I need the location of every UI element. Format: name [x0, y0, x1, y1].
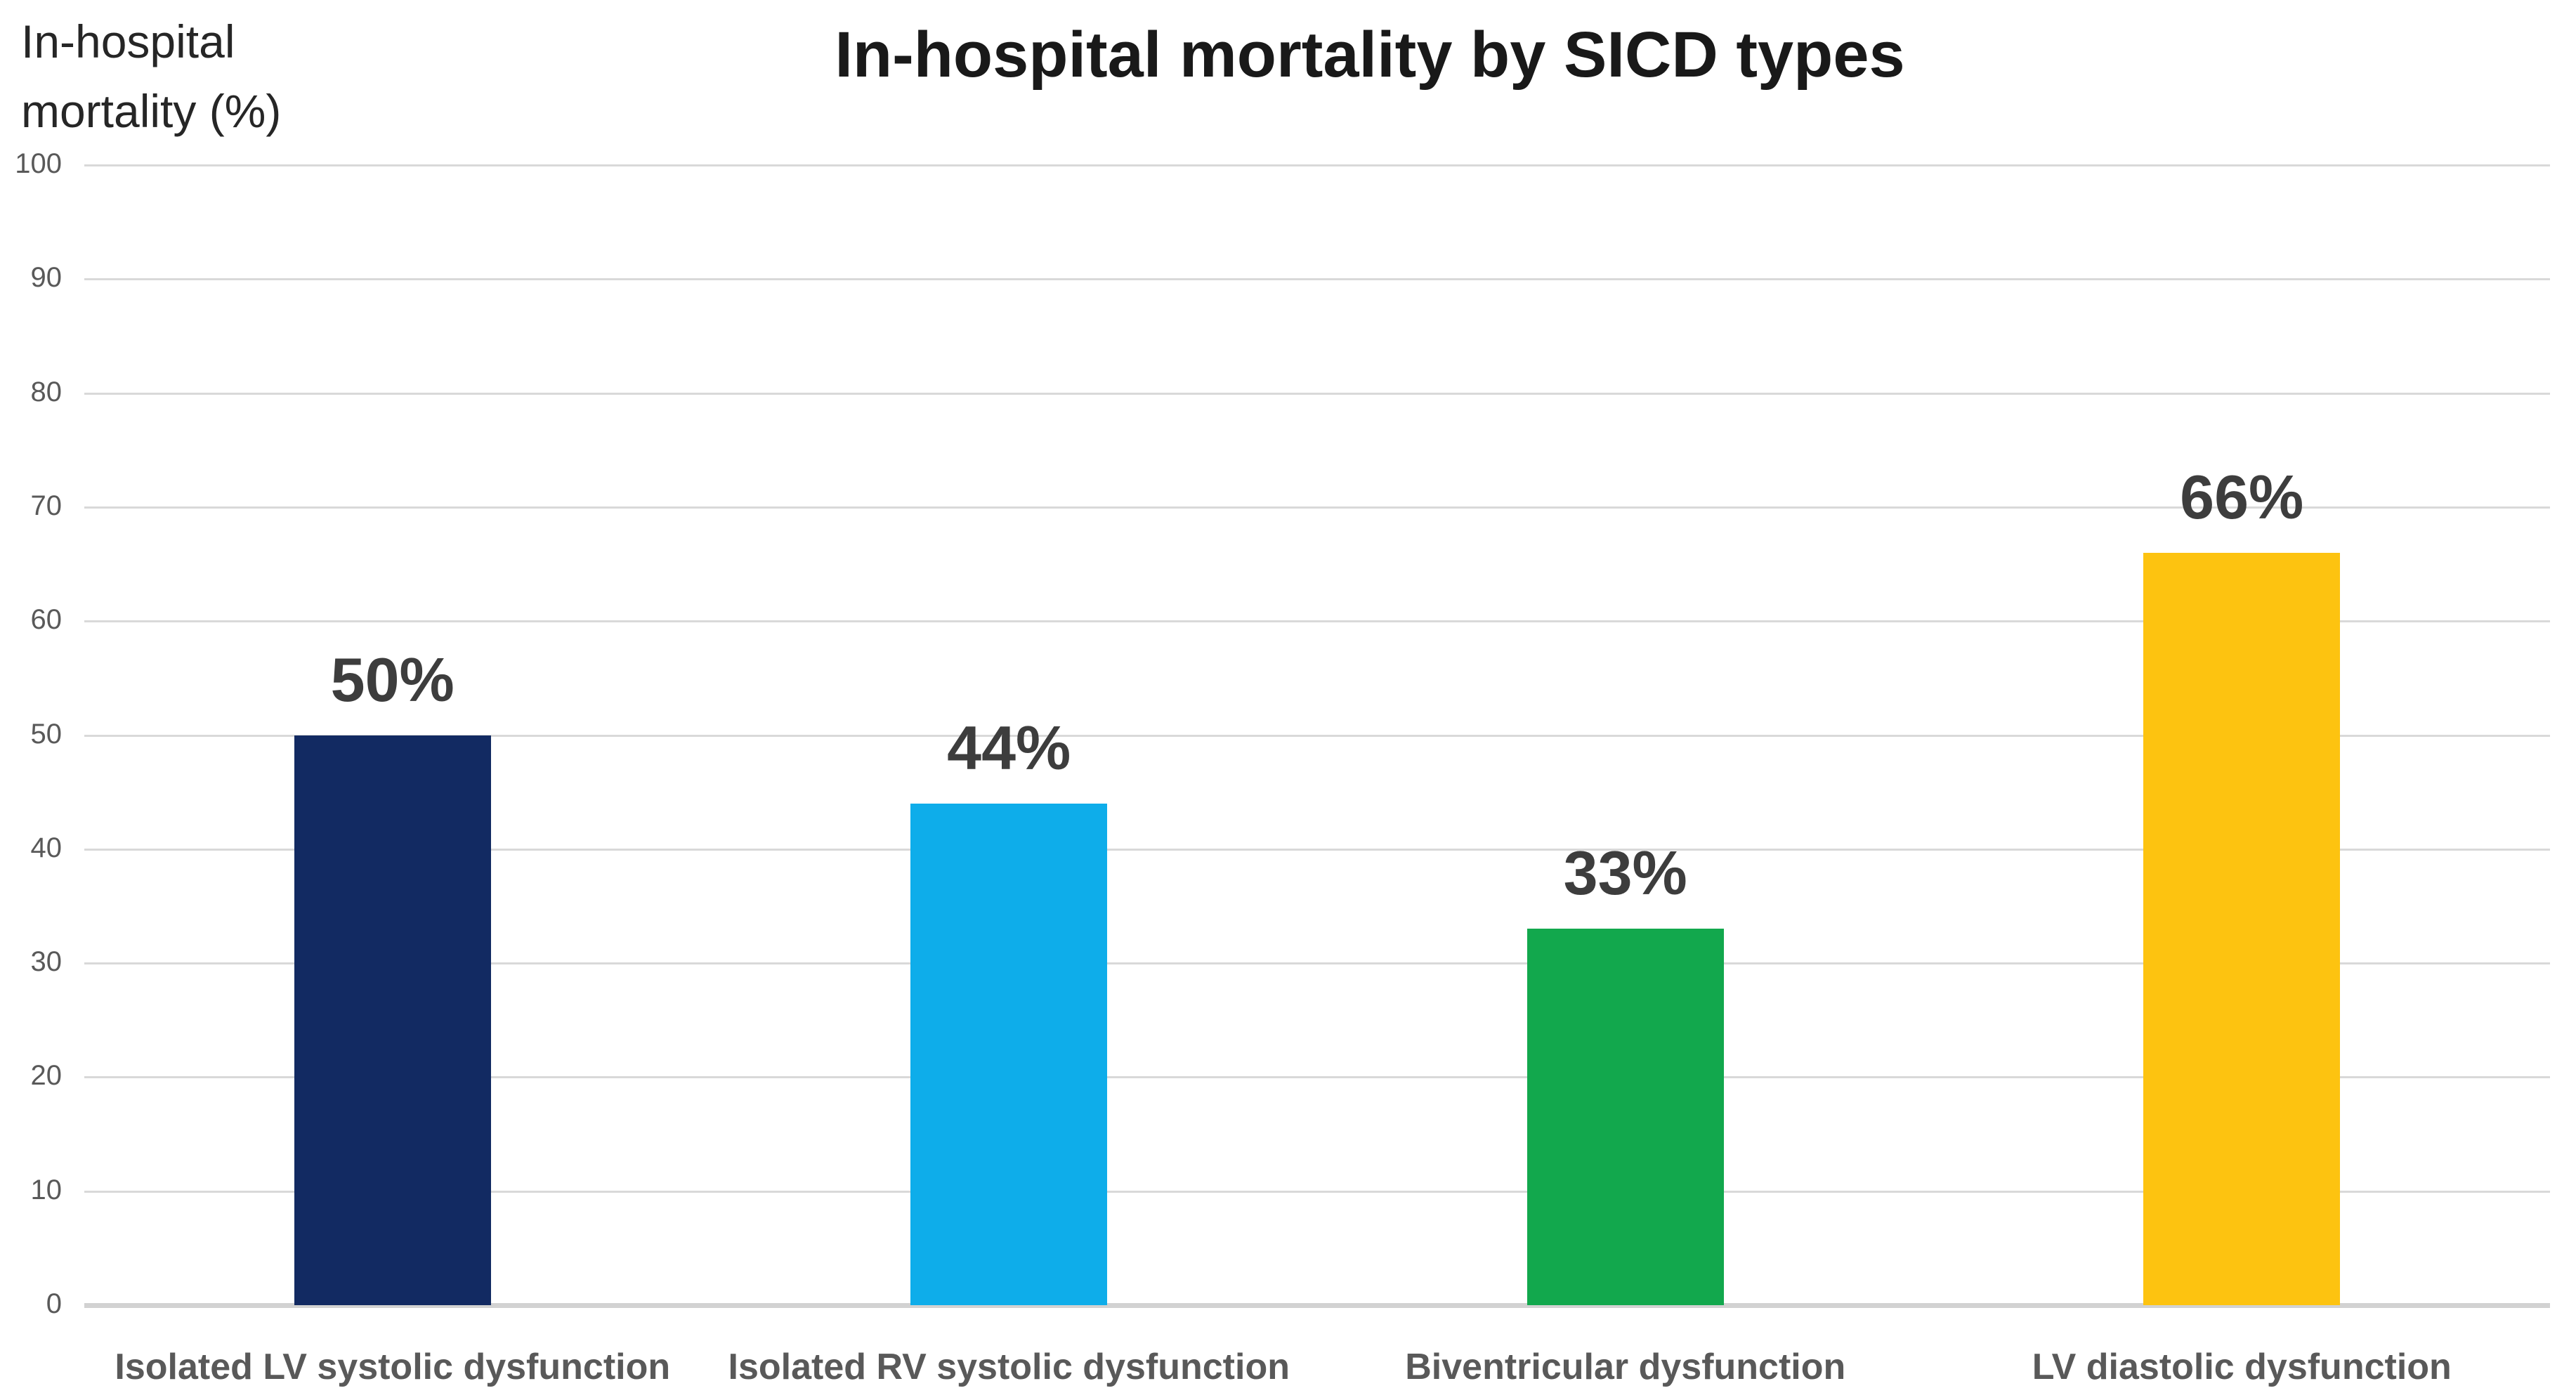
y-tick-label-30: 30 [30, 946, 63, 978]
bar-3 [1526, 929, 1724, 1305]
y-tick-label-50: 50 [30, 718, 63, 750]
chart-title: In-hospital mortality by SICD types [835, 19, 1905, 91]
y-tick-label-70: 70 [30, 490, 63, 521]
y-tick-label-90: 90 [30, 262, 63, 294]
y-tick-label-60: 60 [30, 604, 63, 636]
y-tick-label-10: 10 [30, 1174, 63, 1205]
x-axis-line [84, 1303, 2550, 1308]
gridline-50 [84, 734, 2550, 737]
bar-1 [294, 735, 491, 1305]
y-tick-label-20: 20 [30, 1060, 63, 1092]
bar-4 [2143, 552, 2341, 1305]
bar-value-label-1: 50% [330, 644, 455, 714]
category-label-4: LV diastolic dysfunction [2032, 1347, 2452, 1387]
bar-2 [910, 803, 1108, 1305]
y-axis-label: In-hospital mortality (%) [21, 7, 281, 146]
y-tick-label-100: 100 [15, 148, 62, 179]
y-axis-label-line2: mortality (%) [21, 85, 282, 137]
bar-value-label-2: 44% [947, 712, 1071, 783]
y-tick-label-0: 0 [46, 1288, 62, 1319]
gridline-90 [84, 278, 2550, 281]
category-label-3: Biventricular dysfunction [1405, 1347, 1846, 1387]
category-label-1: Isolated LV systolic dysfunction [115, 1347, 671, 1387]
y-tick-label-80: 80 [30, 376, 63, 407]
y-axis-label-line1: In-hospital [21, 15, 235, 67]
y-tick-label-40: 40 [30, 832, 63, 863]
bar-value-label-3: 33% [1563, 838, 1687, 908]
gridline-20 [84, 1076, 2550, 1079]
bar-value-label-4: 66% [2180, 462, 2304, 532]
gridline-80 [84, 392, 2550, 395]
gridline-10 [84, 1190, 2550, 1193]
gridline-100 [84, 164, 2550, 166]
gridline-60 [84, 620, 2550, 623]
category-label-2: Isolated RV systolic dysfunction [728, 1347, 1290, 1387]
gridline-30 [84, 962, 2550, 965]
gridline-40 [84, 848, 2550, 851]
gridline-70 [84, 506, 2550, 509]
